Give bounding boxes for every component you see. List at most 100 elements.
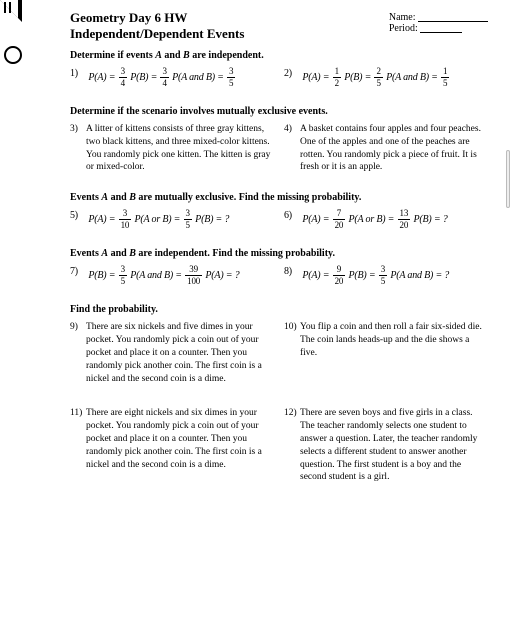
q5-pob-d: 5 [184,220,192,230]
q11-text: There are eight nickels and six dimes in… [86,407,274,471]
q5-pa-frac: 310 [119,209,132,230]
question-8: 8) P(A) = 920 P(B) = 35 P(A and B) = ? [284,265,488,286]
q2-pab-d: 5 [441,78,449,88]
q1-pb-frac: 34 [160,67,168,88]
row-q11-q12: 11)There are eight nickels and six dimes… [70,407,488,484]
s3-pre: Events [70,192,101,203]
q3-num: 3) [70,123,86,136]
q5-num: 5) [70,209,86,223]
name-field: Name: [389,12,488,23]
q5-pa-l: P(A) = [88,214,115,225]
q4-text: A basket contains four apples and four p… [300,123,488,174]
question-6: 6) P(A) = 720 P(A or B) = 1320 P(B) = ? [284,209,488,230]
s4-B: B [129,248,136,259]
q7-pb-frac: 35 [119,265,127,286]
q1-pab-l: P(A and B) = [172,72,224,83]
s1-and: and [162,50,183,61]
section-5-head: Find the probability. [70,304,488,315]
question-12: 12)There are seven boys and five girls i… [284,407,488,484]
row-q3-q4: 3)A litter of kittens consists of three … [70,123,488,174]
q8-pa-d: 20 [333,276,346,286]
s1-B: B [183,50,190,61]
q6-pa-d: 20 [333,220,346,230]
q7-pab-n: 39 [185,265,202,276]
question-7: 7) P(B) = 35 P(A and B) = 39100 P(A) = ? [70,265,274,286]
section-1-head: Determine if events A and B are independ… [70,50,488,61]
row-q9-q10: 9)There are six nickels and five dimes i… [70,321,488,385]
q9-text: There are six nickels and five dimes in … [86,321,274,385]
q7-pb-d: 5 [119,276,127,286]
question-11: 11)There are eight nickels and six dimes… [70,407,274,484]
q1-pb-n: 3 [160,67,168,78]
q6-pob-frac: 1320 [398,209,411,230]
q7-pb-l: P(B) = [88,270,115,281]
s4-post: are independent. Find the missing probab… [136,248,335,259]
row-q1-q2: 1) P(A) = 34 P(B) = 34 P(A and B) = 35 2… [70,67,488,88]
q6-pb-l: P(B) = ? [413,214,447,225]
section-2-head: Determine if the scenario involves mutua… [70,106,488,117]
q2-pa-l: P(A) = [302,72,329,83]
q4-num: 4) [284,123,300,136]
worksheet-page: Geometry Day 6 HW Independent/Dependent … [34,0,512,498]
s3-B: B [129,192,136,203]
tab-corner-icon [0,0,22,22]
q1-pb-l: P(B) = [130,72,157,83]
s3-and: and [108,192,129,203]
q6-pa-frac: 720 [333,209,346,230]
q8-pb-d: 5 [379,276,387,286]
q2-pa-d: 2 [333,78,341,88]
q1-pb-d: 4 [160,78,168,88]
q1-pab-d: 5 [227,78,235,88]
name-label: Name: [389,12,416,23]
q2-pab-l: P(A and B) = [386,72,438,83]
q1-pa-d: 4 [119,78,127,88]
s4-pre: Events [70,248,101,259]
q8-pa-l: P(A) = [302,270,329,281]
q6-pa-l: P(A) = [302,214,329,225]
q6-pa-n: 7 [333,209,346,220]
q7-pab-d: 100 [185,276,202,286]
q2-num: 2) [284,67,300,81]
q10-num: 10) [284,321,300,334]
question-1: 1) P(A) = 34 P(B) = 34 P(A and B) = 35 [70,67,274,88]
question-4: 4)A basket contains four apples and four… [284,123,488,174]
q3-text: A litter of kittens consists of three gr… [86,123,274,174]
q2-pab-frac: 15 [441,67,449,88]
title-line-1: Geometry Day 6 HW [70,10,244,26]
q6-num: 6) [284,209,300,223]
q8-pb-n: 3 [379,265,387,276]
question-2: 2) P(A) = 12 P(B) = 25 P(A and B) = 15 [284,67,488,88]
period-blank [420,24,462,33]
q1-pa-l: P(A) = [88,72,115,83]
q8-pa-n: 9 [333,265,346,276]
question-3: 3)A litter of kittens consists of three … [70,123,274,174]
s1-A: A [155,50,162,61]
q12-num: 12) [284,407,300,420]
q2-pab-n: 1 [441,67,449,78]
row-q5-q6: 5) P(A) = 310 P(A or B) = 35 P(B) = ? 6)… [70,209,488,230]
s1-pre: Determine if events [70,50,155,61]
q9-num: 9) [70,321,86,334]
section-4-head: Events A and B are independent. Find the… [70,248,488,259]
q1-pab-n: 3 [227,67,235,78]
q1-num: 1) [70,67,86,81]
question-9: 9)There are six nickels and five dimes i… [70,321,274,385]
q2-pb-n: 2 [374,67,382,78]
q11-num: 11) [70,407,86,420]
q6-pob-d: 20 [398,220,411,230]
worksheet-header: Geometry Day 6 HW Independent/Dependent … [70,10,488,42]
period-label: Period: [389,23,418,34]
q2-pb-frac: 25 [374,67,382,88]
q1-pab-frac: 35 [227,67,235,88]
q2-pa-n: 1 [333,67,341,78]
q1-pa-frac: 34 [119,67,127,88]
q1-pa-n: 3 [119,67,127,78]
q7-pab-frac: 39100 [185,265,202,286]
s4-and: and [108,248,129,259]
browser-left-strip [0,0,34,631]
section-3-head: Events A and B are mutually exclusive. F… [70,192,488,203]
q6-pob-n: 13 [398,209,411,220]
q5-pa-d: 10 [119,220,132,230]
q7-pb-n: 3 [119,265,127,276]
circle-icon [4,46,22,64]
